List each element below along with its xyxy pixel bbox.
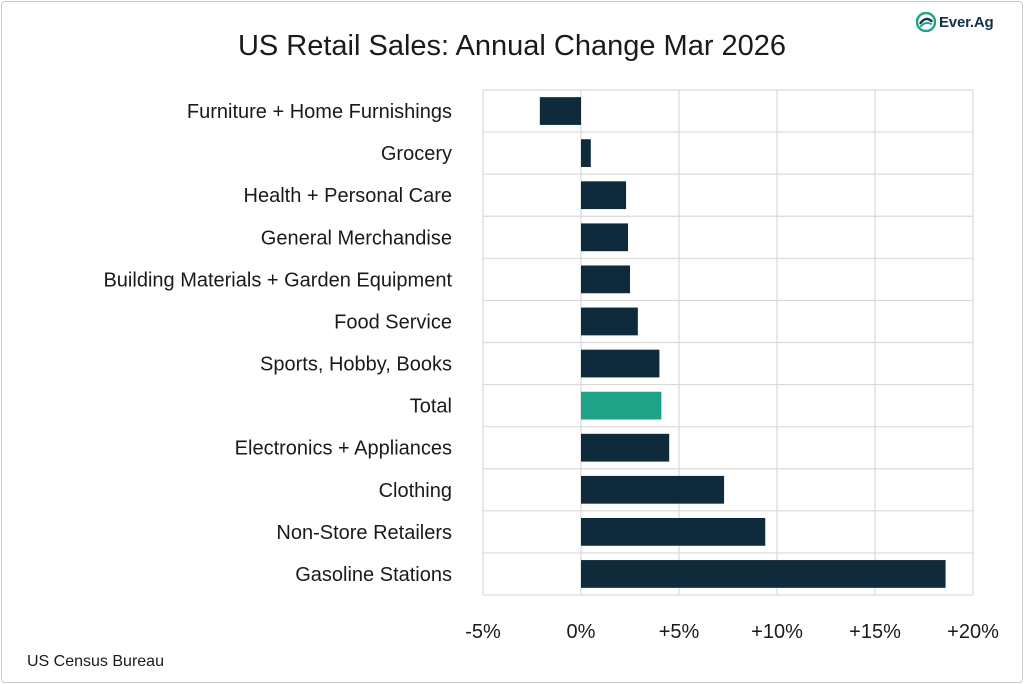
bar	[581, 560, 946, 588]
category-label: Food Service	[334, 311, 452, 333]
bar	[581, 307, 638, 336]
logo-text: Ever.Ag	[939, 13, 994, 31]
brand-logo: Ever.Ag	[916, 12, 994, 32]
chart-title: US Retail Sales: Annual Change Mar 2026	[237, 30, 787, 62]
category-label: General Merchandise	[261, 227, 452, 249]
bar	[581, 391, 662, 420]
x-tick-label: +5%	[659, 621, 700, 643]
x-axis-ticks: -5% 0% +5% +10% +15% +20%	[465, 621, 999, 643]
bar	[581, 475, 725, 504]
grid-layer	[482, 89, 974, 596]
category-label: Electronics + Appliances	[235, 438, 452, 460]
source-note: US Census Bureau	[27, 653, 164, 670]
bar	[539, 97, 581, 125]
bar	[581, 349, 660, 378]
category-label: Furniture + Home Furnishings	[187, 101, 452, 123]
x-tick-label: +10%	[751, 621, 803, 643]
category-label: Clothing	[379, 480, 452, 502]
category-label: Total	[410, 396, 452, 418]
ever-ag-logo-icon	[916, 12, 936, 32]
bar	[581, 181, 627, 210]
bar	[581, 223, 629, 252]
bar	[581, 139, 591, 168]
bar	[581, 517, 766, 546]
category-label: Sports, Hobby, Books	[260, 354, 452, 376]
x-tick-label: -5%	[465, 621, 501, 643]
x-tick-label: +20%	[947, 621, 999, 643]
category-label: Gasoline Stations	[295, 564, 452, 586]
bar	[581, 265, 630, 294]
bar-layer	[539, 97, 946, 588]
category-label: Building Materials + Garden Equipment	[103, 269, 452, 291]
bar	[581, 433, 670, 462]
category-label: Health + Personal Care	[244, 185, 452, 207]
x-tick-label: +15%	[849, 621, 901, 643]
category-label: Non-Store Retailers	[276, 522, 452, 544]
category-label: Grocery	[381, 143, 452, 165]
category-labels: Furniture + Home Furnishings Grocery Healt…	[103, 101, 452, 586]
x-tick-label: 0%	[567, 621, 596, 643]
